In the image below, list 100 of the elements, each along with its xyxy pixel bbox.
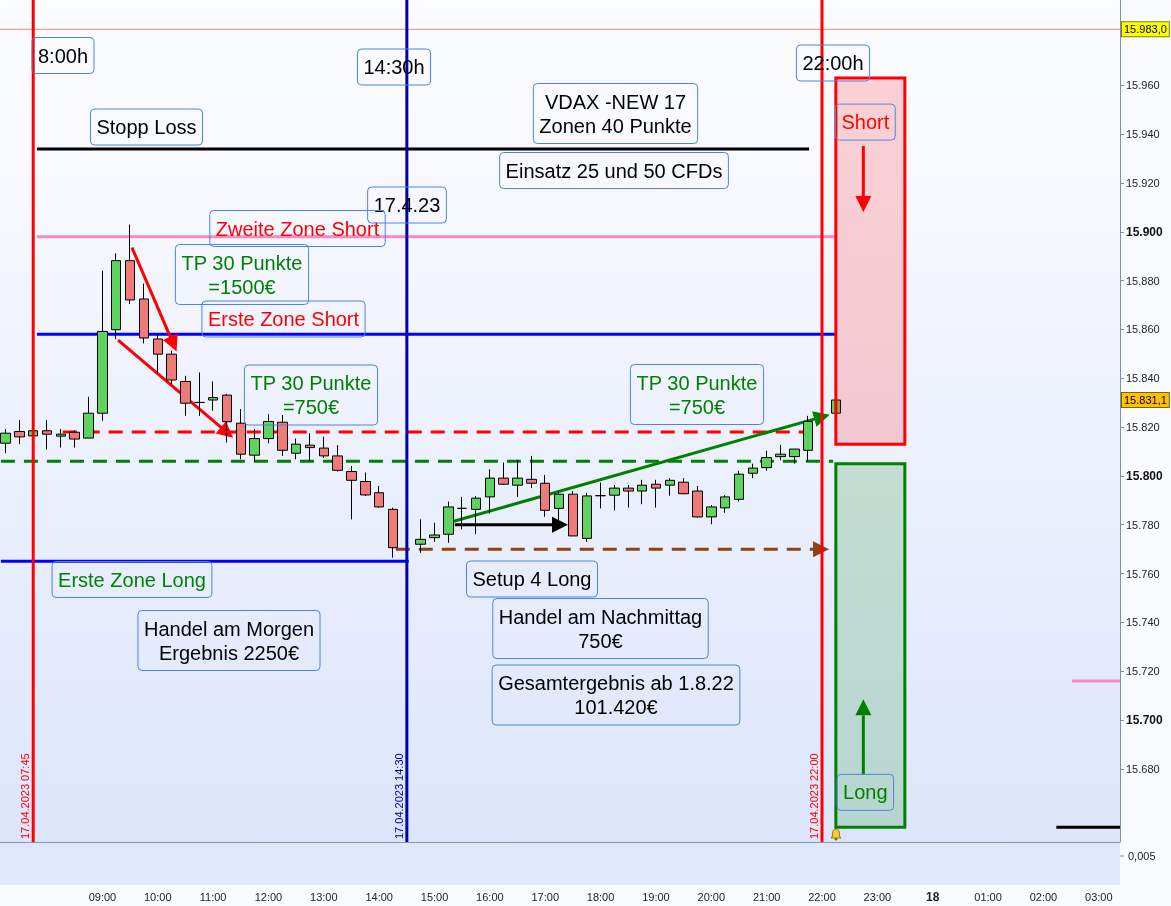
candlestick xyxy=(97,270,108,422)
candlestick xyxy=(360,472,371,497)
y-tick-label: 15.960 xyxy=(1126,79,1160,92)
candlestick xyxy=(595,482,606,509)
x-tick-label: 09:00 xyxy=(88,890,117,903)
candlestick xyxy=(346,465,357,520)
candlestick xyxy=(0,428,11,454)
y-tick-label: 15.760 xyxy=(1126,567,1160,580)
candlestick xyxy=(153,334,163,375)
candlestick xyxy=(512,459,523,498)
candlestick xyxy=(415,518,426,554)
candlestick xyxy=(194,371,205,417)
ref-line-label: 15.983,0 xyxy=(1124,23,1167,36)
annotation: VDAX -NEW 17 Zonen 40 Punkte xyxy=(539,90,692,137)
candlestick xyxy=(69,429,80,449)
annotation: Erste Zone Short xyxy=(207,308,360,330)
candlestick xyxy=(332,444,343,473)
y-tick-label: 15.700 xyxy=(1126,712,1164,727)
candlestick xyxy=(526,455,537,489)
y-tick-label: 15.900 xyxy=(1126,224,1164,239)
x-tick-label: 23:00 xyxy=(863,890,892,903)
x-tick-label: 20:00 xyxy=(697,890,726,903)
annotation: Zweite Zone Short xyxy=(215,217,380,240)
x-tick-label: 21:00 xyxy=(752,890,781,903)
candlestick xyxy=(651,479,661,509)
annotation: Gesamtergebnis ab 1.8.22 101.420€ xyxy=(498,672,734,718)
candlestick xyxy=(789,448,800,465)
candlestick xyxy=(429,522,440,543)
candlestick xyxy=(111,252,121,340)
x-tick-label: 15:00 xyxy=(420,890,449,903)
y-tick-label: 15.720 xyxy=(1126,665,1160,678)
x-tick-label: 01:00 xyxy=(974,890,1002,903)
candlestick xyxy=(42,419,52,451)
band-label: Long xyxy=(843,781,888,804)
annotation: Stopp Loss xyxy=(96,116,197,138)
annotation: Handel am Nachmittag 750€ xyxy=(498,605,703,652)
x-tick-label: 12:00 xyxy=(254,890,283,903)
x-tick-label: 02:00 xyxy=(1029,890,1058,903)
candlestick xyxy=(803,415,813,462)
text: 15.831,1 xyxy=(1124,394,1167,407)
annotation: TP 30 Punkte =750€ xyxy=(250,372,372,418)
y-tick-label: 15.880 xyxy=(1126,274,1160,287)
annotation: TP 30 Punkte =1500€ xyxy=(181,251,303,298)
y-tick-label: 15.940 xyxy=(1126,128,1160,141)
candlestick xyxy=(720,494,730,514)
candlestick xyxy=(540,474,550,518)
annotation: Handel am Morgen Ergebnis 2250€ xyxy=(143,617,315,664)
candlestick xyxy=(637,479,647,505)
y-tick-label: 15.800 xyxy=(1126,468,1164,483)
x-tick-label: 03:00 xyxy=(1085,890,1113,903)
annotation: Erste Zone Long xyxy=(58,568,206,591)
y-tick-label: 15.680 xyxy=(1126,762,1160,775)
candlestick xyxy=(775,444,786,461)
candlestick xyxy=(665,477,675,497)
candlestick xyxy=(761,450,772,472)
y-tick-label: 15.820 xyxy=(1126,421,1160,434)
y-tick-label: 15.860 xyxy=(1126,323,1160,336)
candlestick xyxy=(374,485,384,509)
candlestick xyxy=(678,477,689,495)
candlestick xyxy=(623,484,634,509)
x-tick-label: 18:00 xyxy=(586,890,615,903)
candlestick xyxy=(305,432,315,462)
y-tick-label: 15.740 xyxy=(1126,616,1160,629)
candlestick xyxy=(609,484,620,511)
y-tick-label: 15.920 xyxy=(1126,177,1160,190)
annotation: TP 30 Punkte =750€ xyxy=(636,371,758,418)
candlestick xyxy=(831,399,841,414)
candlestick xyxy=(748,463,758,479)
candlestick xyxy=(692,485,703,519)
candlestick xyxy=(125,224,135,305)
candlestick xyxy=(319,436,329,459)
ref-line-label: 17.04.2023 22:00 xyxy=(808,753,821,839)
candlestick xyxy=(14,419,25,445)
x-tick-label: 16:00 xyxy=(476,890,504,903)
band-label: Short xyxy=(841,111,890,134)
candlestick xyxy=(236,408,246,460)
x-tick-label: 18 xyxy=(926,890,940,904)
candlestick xyxy=(208,380,218,412)
y-tick-label: 15.840 xyxy=(1126,372,1160,385)
y-tick-label: 15.780 xyxy=(1126,518,1160,531)
annotation: 8:00h xyxy=(37,44,89,67)
candlestick xyxy=(180,375,191,417)
x-tick-label: 19:00 xyxy=(642,890,670,903)
candlestick xyxy=(485,468,495,515)
candlestick xyxy=(498,461,509,486)
candlestick xyxy=(706,504,717,525)
annotation: Einsatz 25 und 50 CFDs xyxy=(505,159,723,182)
candlestick xyxy=(56,428,66,449)
x-tick-label: 14:00 xyxy=(365,890,393,903)
x-tick-label: 11:00 xyxy=(199,890,227,903)
candlestick xyxy=(582,492,592,543)
x-tick-label: 10:00 xyxy=(143,890,172,903)
candlestick xyxy=(291,438,301,460)
ref-line-label: 17.04.2023 07:45 xyxy=(19,753,32,839)
x-tick-label: 17:00 xyxy=(531,890,559,903)
candlestick xyxy=(83,396,94,439)
x-tick-label: 22:00 xyxy=(808,890,836,903)
candlestick xyxy=(734,470,744,503)
text: 0,005 xyxy=(1128,850,1156,862)
x-tick-label: 13:00 xyxy=(310,890,338,903)
